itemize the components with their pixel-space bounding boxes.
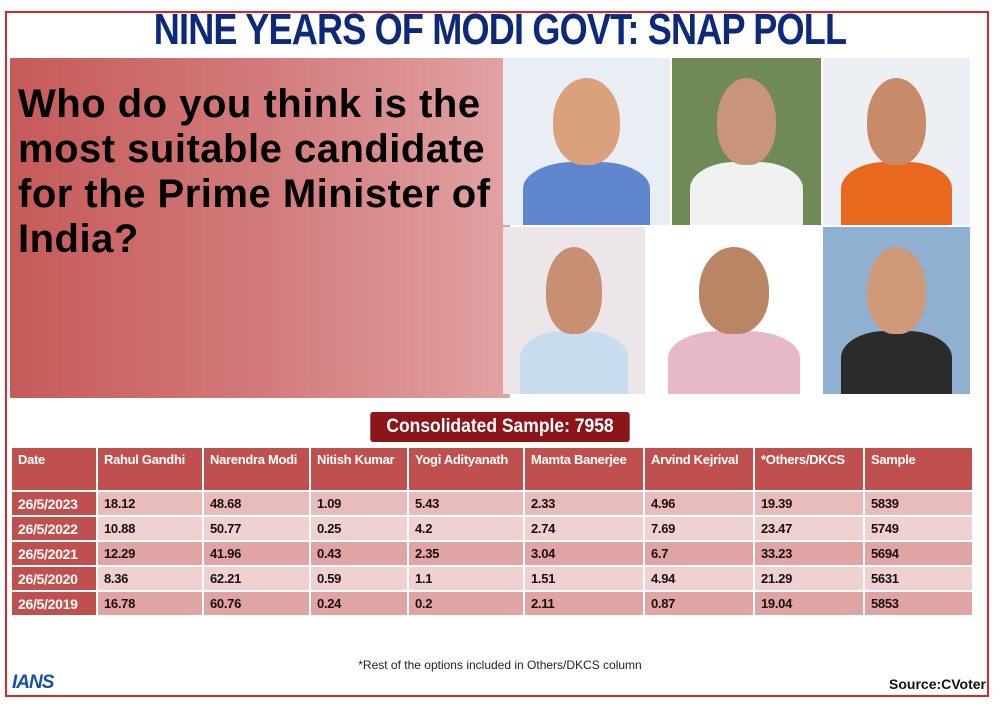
photo-yogi-adityanath xyxy=(823,58,970,225)
table-row: 26/5/2022 10.88 50.77 0.25 4.2 2.74 7.69… xyxy=(12,517,972,540)
source-credit: Source:CVoter xyxy=(889,676,986,692)
photo-body-shape xyxy=(840,161,953,225)
cell-sample: 5839 xyxy=(865,492,972,515)
ians-logo: IANS xyxy=(12,672,54,693)
cell-value: 33.23 xyxy=(755,542,863,565)
table-row: 26/5/2023 18.12 48.68 1.09 5.43 2.33 4.9… xyxy=(12,492,972,515)
photo-mamta-banerjee xyxy=(647,227,821,394)
photo-face-shape xyxy=(867,78,926,165)
cell-value: 12.29 xyxy=(98,542,202,565)
cell-value: 21.29 xyxy=(755,567,863,590)
cell-value: 4.94 xyxy=(645,567,753,590)
table-header-row: Date Rahul Gandhi Narendra Modi Nitish K… xyxy=(12,448,972,490)
cell-value: 7.69 xyxy=(645,517,753,540)
cell-value: 0.24 xyxy=(311,592,407,615)
table-row: 26/5/2019 16.78 60.76 0.24 0.2 2.11 0.87… xyxy=(12,592,972,615)
cell-value: 2.74 xyxy=(525,517,643,540)
cell-date: 26/5/2021 xyxy=(12,542,96,565)
cell-sample: 5853 xyxy=(865,592,972,615)
cell-value: 0.43 xyxy=(311,542,407,565)
header-mamta-banerjee: Mamta Banerjee xyxy=(525,448,643,490)
cell-value: 0.59 xyxy=(311,567,407,590)
cell-value: 18.12 xyxy=(98,492,202,515)
photo-narendra-modi xyxy=(503,58,670,225)
cell-value: 60.76 xyxy=(204,592,309,615)
cell-value: 48.68 xyxy=(204,492,309,515)
photo-rahul-gandhi xyxy=(672,58,821,225)
header-yogi-adityanath: Yogi Adityanath xyxy=(409,448,523,490)
table-row: 26/5/2021 12.29 41.96 0.43 2.35 3.04 6.7… xyxy=(12,542,972,565)
cell-value: 16.78 xyxy=(98,592,202,615)
cell-date: 26/5/2023 xyxy=(12,492,96,515)
cell-value: 5.43 xyxy=(409,492,523,515)
header-arvind-kejrival: Arvind Kejrival xyxy=(645,448,753,490)
consolidated-sample-badge: Consolidated Sample: 7958 xyxy=(370,412,630,442)
cell-sample: 5749 xyxy=(865,517,972,540)
cell-value: 19.04 xyxy=(755,592,863,615)
cell-value: 8.36 xyxy=(98,567,202,590)
footnote: *Rest of the options included in Others/… xyxy=(358,658,642,672)
cell-value: 23.47 xyxy=(755,517,863,540)
header-others-dkcs: *Others/DKCS xyxy=(755,448,863,490)
photo-body-shape xyxy=(689,161,804,225)
cell-value: 2.35 xyxy=(409,542,523,565)
cell-date: 26/5/2019 xyxy=(12,592,96,615)
photo-body-shape xyxy=(523,161,650,225)
cell-value: 1.09 xyxy=(311,492,407,515)
cell-date: 26/5/2020 xyxy=(12,567,96,590)
cell-sample: 5694 xyxy=(865,542,972,565)
photo-face-shape xyxy=(553,78,620,165)
candidate-photo-grid xyxy=(503,58,970,394)
cell-value: 19.39 xyxy=(755,492,863,515)
photo-body-shape xyxy=(840,330,953,394)
cell-value: 0.87 xyxy=(645,592,753,615)
photo-face-shape xyxy=(716,78,777,165)
photo-arvind-kejriwal xyxy=(503,227,645,394)
headline: NINE YEARS OF MODI GOVT: SNAP POLL xyxy=(153,5,847,54)
poll-results-table: Date Rahul Gandhi Narendra Modi Nitish K… xyxy=(10,446,974,617)
cell-value: 0.2 xyxy=(409,592,523,615)
table-row: 26/5/2020 8.36 62.21 0.59 1.1 1.51 4.94 … xyxy=(12,567,972,590)
cell-sample: 5631 xyxy=(865,567,972,590)
header-narendra-modi: Narendra Modi xyxy=(204,448,309,490)
cell-date: 26/5/2022 xyxy=(12,517,96,540)
cell-value: 1.51 xyxy=(525,567,643,590)
cell-value: 2.33 xyxy=(525,492,643,515)
cell-value: 10.88 xyxy=(98,517,202,540)
photo-face-shape xyxy=(545,247,603,334)
cell-value: 41.96 xyxy=(204,542,309,565)
photo-nitish-kumar xyxy=(823,227,970,394)
question-panel: Who do you think is the most suitable ca… xyxy=(10,58,510,398)
question-text: Who do you think is the most suitable ca… xyxy=(18,82,491,261)
photo-body-shape xyxy=(520,330,628,394)
header-rahul-gandhi: Rahul Gandhi xyxy=(98,448,202,490)
cell-value: 62.21 xyxy=(204,567,309,590)
cell-value: 50.77 xyxy=(204,517,309,540)
photo-face-shape xyxy=(699,247,769,334)
cell-value: 3.04 xyxy=(525,542,643,565)
cell-value: 4.2 xyxy=(409,517,523,540)
cell-value: 1.1 xyxy=(409,567,523,590)
cell-value: 4.96 xyxy=(645,492,753,515)
header-nitish-kumar: Nitish Kumar xyxy=(311,448,407,490)
header-date: Date xyxy=(12,448,96,490)
cell-value: 6.7 xyxy=(645,542,753,565)
header-sample: Sample xyxy=(865,448,972,490)
photo-body-shape xyxy=(667,330,801,394)
cell-value: 2.11 xyxy=(525,592,643,615)
photo-face-shape xyxy=(867,247,926,334)
cell-value: 0.25 xyxy=(311,517,407,540)
